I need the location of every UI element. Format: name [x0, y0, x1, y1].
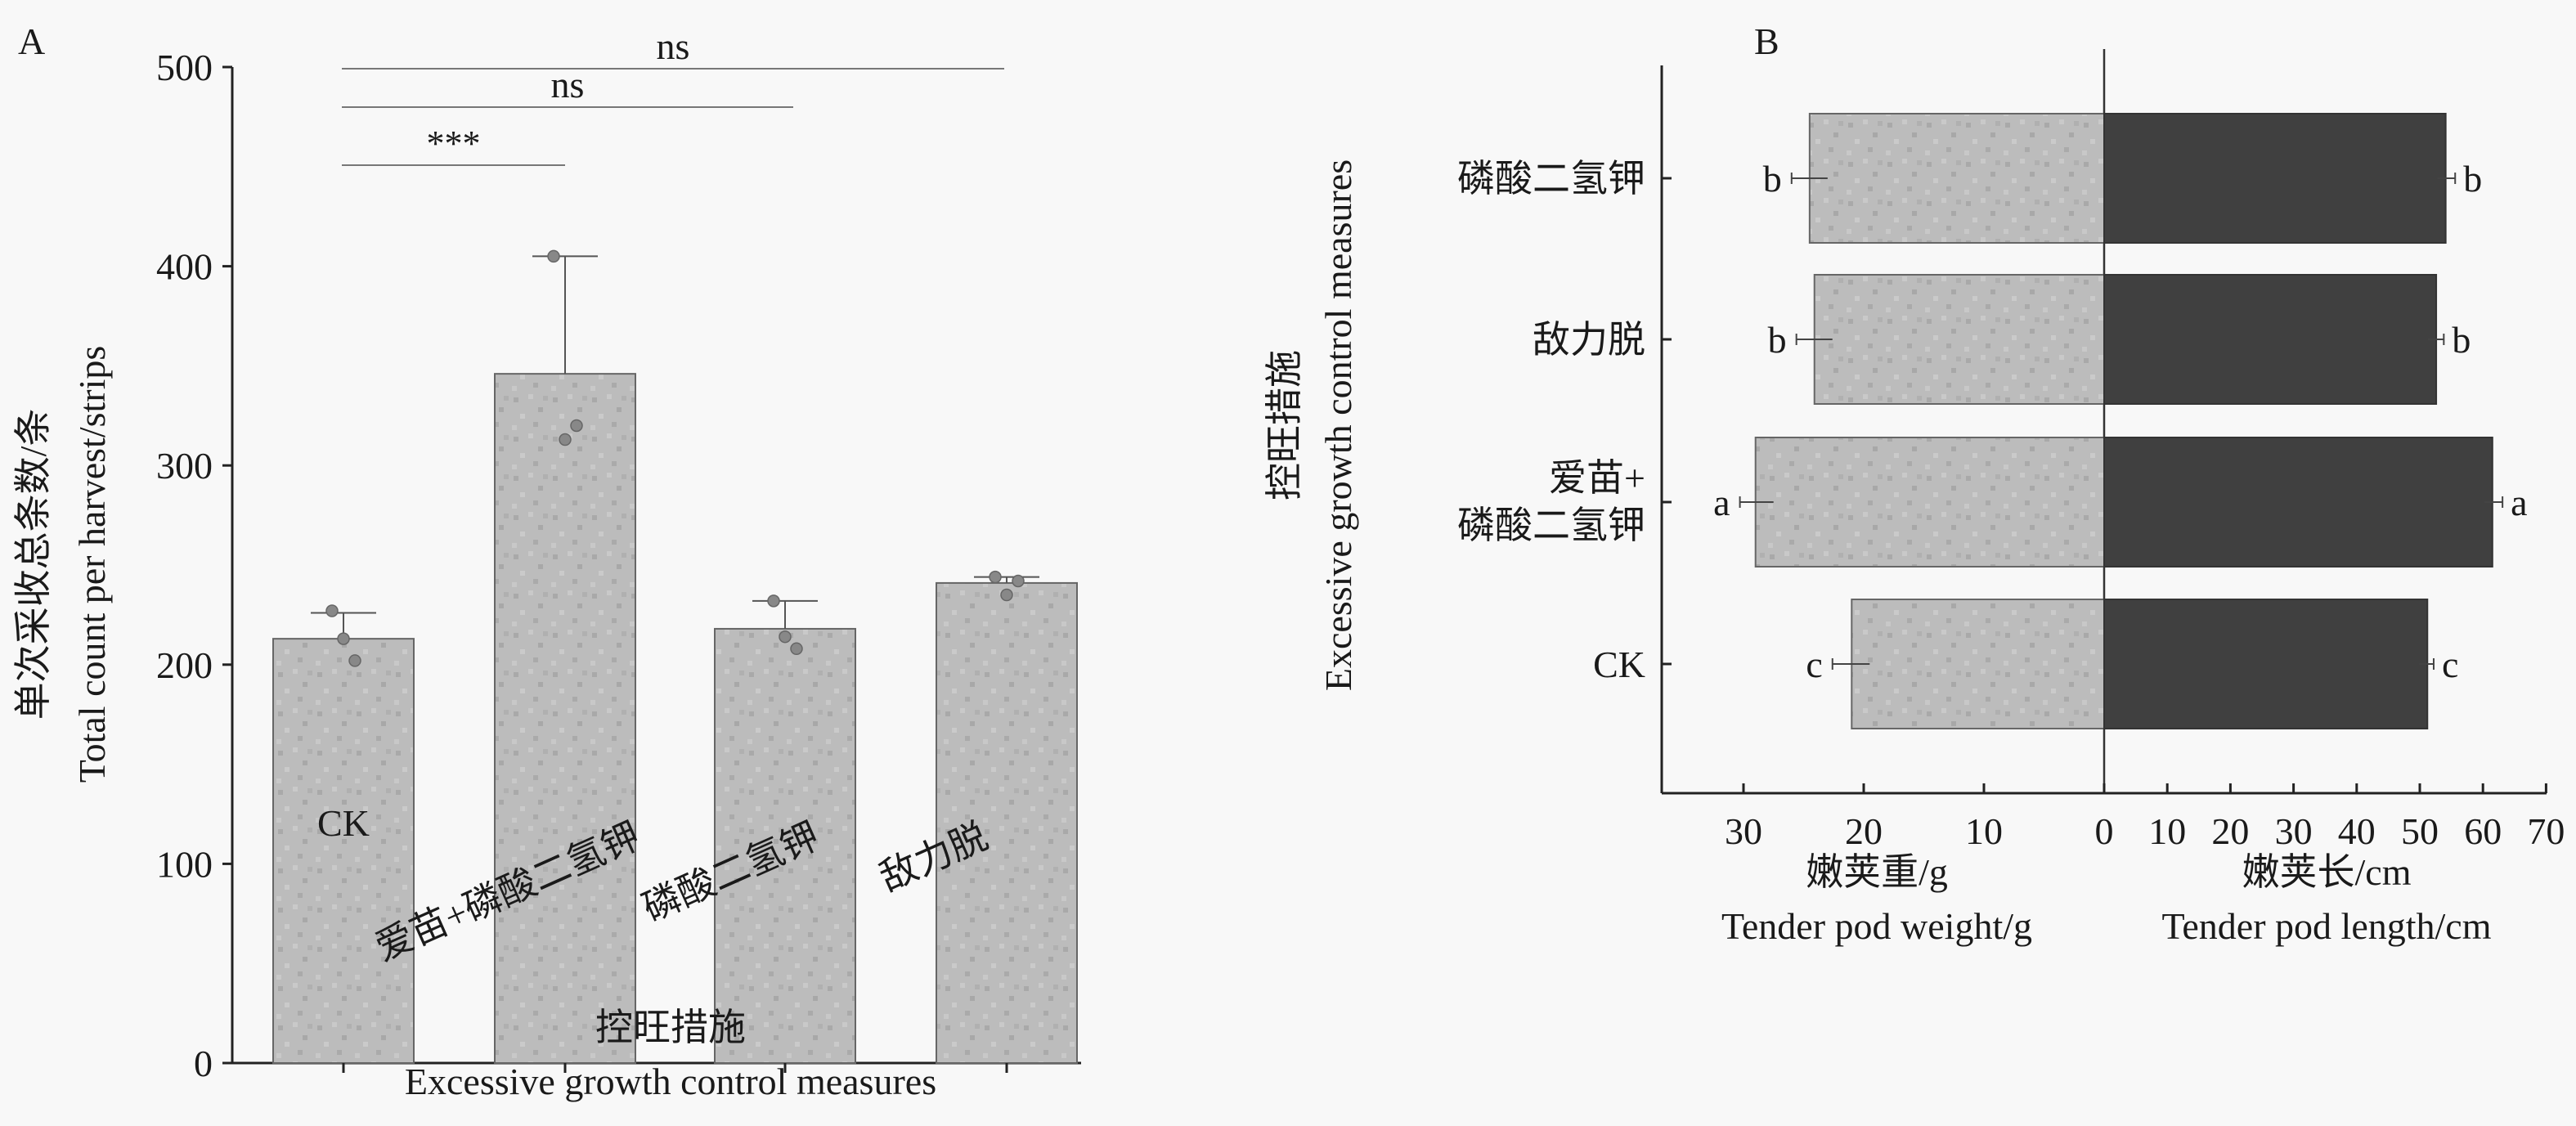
- x-tick-label: 30: [2275, 810, 2313, 852]
- x-tick-label: 70: [2527, 810, 2565, 852]
- x-tick-label: 50: [2401, 810, 2439, 852]
- length-letter: c: [2442, 644, 2458, 685]
- y-axis-label-en: Excessive growth control measures: [1317, 159, 1359, 691]
- data-point: [989, 570, 1002, 584]
- length-bar: [2103, 437, 2493, 567]
- data-point: [790, 642, 803, 656]
- data-point: [547, 249, 560, 263]
- weight-bar: [1851, 599, 2106, 729]
- data-point: [767, 594, 780, 608]
- x-axis-label-en: Excessive growth control measures: [405, 1061, 936, 1102]
- y-tick-label: 500: [156, 47, 213, 88]
- weight-letter: c: [1806, 644, 1822, 685]
- data-point: [570, 419, 583, 433]
- y-tick-label: 400: [156, 246, 213, 288]
- bar: [272, 638, 415, 1064]
- significance-label: ns: [657, 25, 690, 67]
- weight-letter: b: [1763, 158, 1782, 200]
- x-axis-label-cn: 控旺措施: [595, 1007, 746, 1048]
- data-point: [1000, 588, 1013, 602]
- y-tick-label-line: 爱苗+: [1549, 457, 1645, 499]
- y-tick-label: 0: [194, 1043, 213, 1084]
- x-tick-label: 60: [2464, 810, 2502, 852]
- data-point: [348, 654, 361, 667]
- bar: [494, 373, 636, 1065]
- length-letter: b: [2452, 319, 2471, 361]
- y-tick-label: 爱苗+ 磷酸二氢钾: [1457, 457, 1645, 546]
- x-tick-label: CK: [317, 802, 370, 844]
- significance-label: ns: [551, 64, 585, 105]
- x-tick-label: 20: [1845, 810, 1883, 852]
- y-tick-label: 300: [156, 445, 213, 487]
- x-tick-label: 40: [2338, 810, 2376, 852]
- length-bar: [2103, 113, 2447, 244]
- weight-bar: [1808, 113, 2106, 244]
- y-axis-label-en: Total count per harvest/strips: [71, 346, 113, 783]
- panel-label-a: A: [18, 20, 45, 62]
- bar: [936, 581, 1078, 1064]
- weight-letter: b: [1768, 319, 1787, 361]
- data-point: [779, 630, 792, 644]
- data-point: [325, 604, 339, 617]
- length-bar: [2103, 274, 2438, 405]
- weight-bar: [1754, 437, 2105, 567]
- y-tick-label: 磷酸二氢钾: [1457, 158, 1645, 200]
- right-x-axis-label-en: Tender pod length/cm: [2162, 905, 2492, 947]
- weight-bar: [1813, 274, 2105, 405]
- weight-letter: a: [1713, 482, 1730, 523]
- y-axis-label-cn: 单次采收总条数/条: [12, 409, 54, 720]
- data-point: [559, 433, 572, 446]
- left-x-axis-label-en: Tender pod weight/g: [1721, 905, 2032, 947]
- length-bar: [2103, 599, 2429, 729]
- right-x-axis-label-cn: 嫩荚长/cm: [2242, 851, 2412, 893]
- left-x-axis-label-cn: 嫩荚重/g: [1806, 851, 1948, 893]
- x-tick-label: 10: [2148, 810, 2186, 852]
- significance-label: ***: [427, 123, 481, 164]
- x-tick-label: 0: [2095, 810, 2114, 852]
- y-axis-label-cn: 控旺措施: [1263, 350, 1305, 500]
- y-tick-label: 100: [156, 843, 213, 885]
- length-letter: b: [2463, 158, 2482, 200]
- y-tick-label: 敌力脱: [1533, 319, 1645, 361]
- x-tick-label: 30: [1725, 810, 1762, 852]
- y-tick-label: CK: [1593, 644, 1645, 685]
- data-point: [337, 632, 350, 645]
- y-tick-label-line: 磷酸二氢钾: [1457, 505, 1645, 546]
- y-tick-label: 200: [156, 644, 213, 686]
- bar: [714, 627, 856, 1064]
- data-point: [1012, 574, 1025, 588]
- panel-label-b: B: [1754, 20, 1779, 62]
- panel-b: b b 磷酸二氢钾 b b 敌力脱 a a 爱苗+ 磷酸二氢钾 c c CK 30 20 10 0 10 20 30 4…: [1263, 49, 2565, 947]
- x-tick-label: 20: [2211, 810, 2249, 852]
- x-tick-label: 10: [1965, 810, 2003, 852]
- length-letter: a: [2511, 482, 2527, 523]
